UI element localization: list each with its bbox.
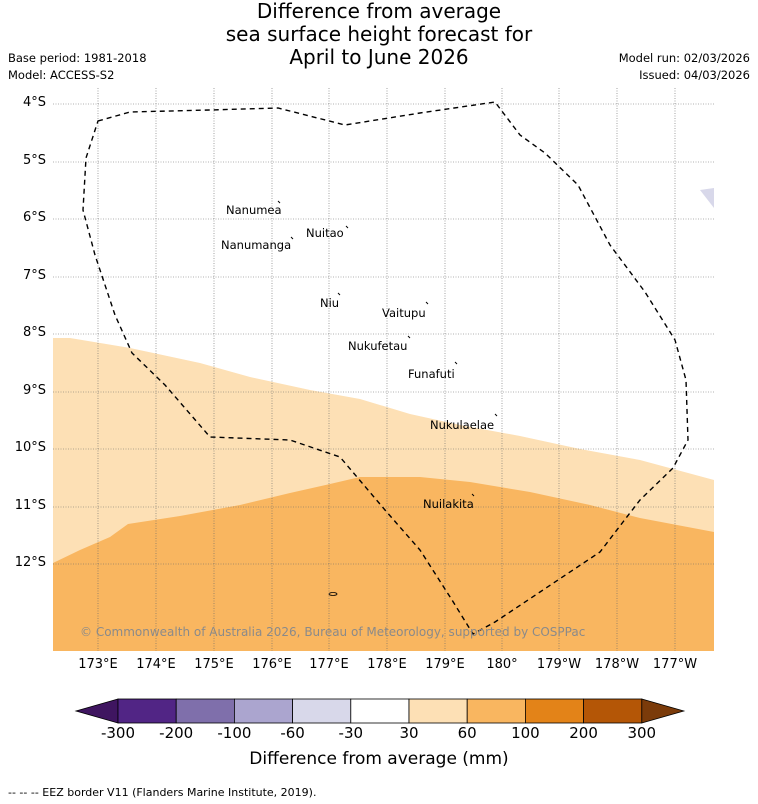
- colorbar-segment: [350, 698, 410, 724]
- place-label: Nanumanga: [221, 238, 291, 252]
- place-markers: Nanumea Nuitao Nanumanga Niu Vaitupu Nukufeta…: [221, 200, 498, 511]
- colorbar-tick-label: 200: [569, 724, 598, 742]
- eez-border: [82, 101, 689, 635]
- island-marker: [454, 361, 458, 365]
- longitude-label: 178°W: [594, 657, 640, 672]
- place-label: Nanumea: [226, 203, 282, 217]
- longitude-label: 176°E: [252, 657, 292, 672]
- island-marker: [337, 292, 341, 296]
- colorbar-tick-label: -100: [217, 724, 252, 742]
- island-marker: [277, 200, 281, 204]
- place-label: Nuilakita: [423, 497, 474, 511]
- map-title: Difference from average sea surface heig…: [0, 0, 758, 69]
- place-label: Nukulaelae: [430, 418, 494, 432]
- longitude-label: 180°: [486, 657, 518, 672]
- colorbar-tick-label: -200: [159, 724, 194, 742]
- meta-left: Base period: 1981-2018 Model: ACCESS-S2: [8, 50, 147, 84]
- eez-footnote: -- -- -- EEZ border V11 (Flanders Marine…: [8, 786, 317, 799]
- island-marker: [290, 236, 294, 240]
- latitude-label: 11°S: [14, 498, 46, 513]
- colorbar-segment: [525, 698, 585, 724]
- place-label: Vaitupu: [382, 306, 426, 320]
- latitude-label: 6°S: [22, 210, 46, 225]
- place-label: Funafuti: [408, 367, 455, 381]
- longitude-label: 179°E: [425, 657, 465, 672]
- latitude-label: 5°S: [22, 153, 46, 168]
- anomaly-patch-negative: [700, 188, 714, 208]
- place-label: Niu: [320, 296, 339, 310]
- colorbar: [74, 698, 686, 724]
- longitude-label: 178°E: [367, 657, 407, 672]
- colorbar-segment: [117, 698, 177, 724]
- meta-right: Model run: 02/03/2026 Issued: 04/03/2026: [619, 50, 750, 84]
- colorbar-title: Difference from average (mm): [249, 749, 509, 769]
- latitude-label: 12°S: [14, 555, 46, 570]
- colorbar-segment: [466, 698, 526, 724]
- latitude-label: 7°S: [22, 268, 46, 283]
- model-run: Model run: 02/03/2026: [618, 51, 750, 65]
- island-marker: [407, 335, 411, 339]
- colorbar-extend-low: [74, 698, 119, 724]
- longitude-label: 173°E: [78, 657, 118, 672]
- island-marker: [471, 493, 475, 497]
- place-label: Nuitao: [306, 226, 344, 240]
- island-marker: [345, 225, 349, 229]
- colorbar-segment: [583, 698, 643, 724]
- longitude-label: 174°E: [136, 657, 176, 672]
- latitude-label: 4°S: [22, 95, 46, 110]
- colorbar-tick-label: 30: [399, 724, 419, 742]
- title-line-2: sea surface height forecast for: [225, 22, 533, 46]
- map-area: [53, 88, 714, 651]
- latitude-label: 10°S: [14, 440, 46, 455]
- latitude-label: 8°S: [22, 325, 46, 340]
- colorbar-tick-label: 300: [627, 724, 657, 742]
- base-period: Base period: 1981-2018: [8, 51, 147, 65]
- colorbar-tick-label: 100: [511, 724, 540, 742]
- latitude-label: 9°S: [22, 383, 46, 398]
- colorbar-segment: [175, 698, 235, 724]
- colorbar-extend-high: [641, 698, 686, 724]
- colorbar-tick-label: 60: [457, 724, 477, 742]
- copyright-text: © Commonwealth of Australia 2026, Bureau…: [80, 625, 585, 639]
- colorbar-tick-label: -60: [280, 724, 305, 742]
- longitude-label: 177°W: [652, 657, 698, 672]
- island-marker: [494, 413, 498, 417]
- longitude-label: 179°W: [536, 657, 582, 672]
- longitude-label: 177°E: [309, 657, 349, 672]
- longitude-label: 175°E: [194, 657, 234, 672]
- colorbar-tick-label: -300: [100, 724, 136, 742]
- colorbar-segment: [233, 698, 293, 724]
- title-line-3: April to June 2026: [289, 45, 469, 69]
- colorbar-tick-label: -30: [338, 724, 364, 742]
- colorbar-segment: [408, 698, 468, 724]
- title-line-1: Difference from average: [256, 0, 502, 23]
- graticule: [53, 88, 714, 651]
- island-marker: [425, 301, 429, 305]
- colorbar-segment: [292, 698, 352, 724]
- place-label: Nukufetau: [348, 339, 407, 353]
- model-name: Model: ACCESS-S2: [8, 68, 115, 82]
- issued-date: Issued: 04/03/2026: [639, 68, 750, 82]
